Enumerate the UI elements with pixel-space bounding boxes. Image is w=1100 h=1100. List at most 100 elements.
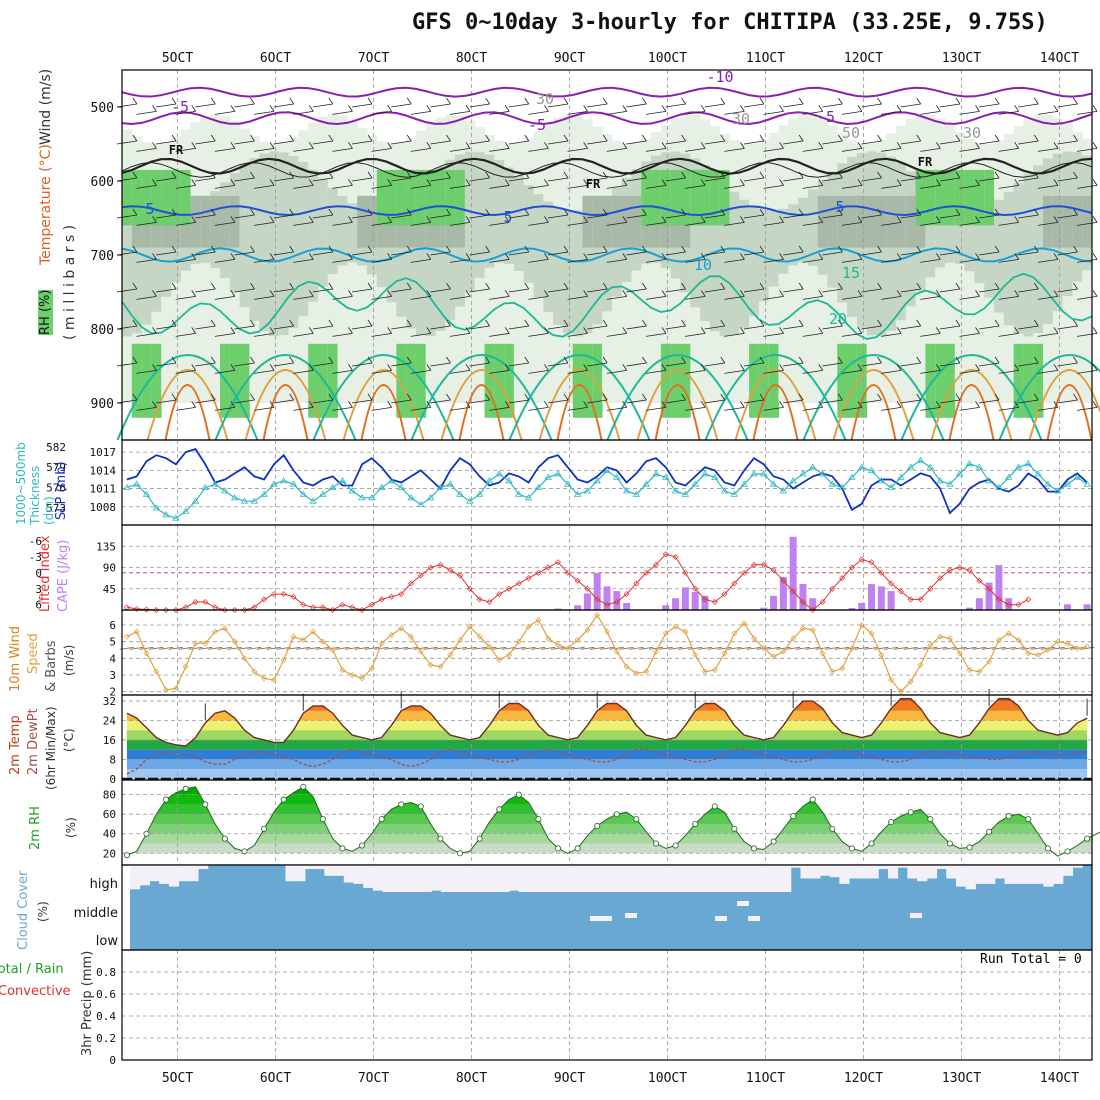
p8-total-label: Total / Rain xyxy=(0,962,64,977)
wind-barb-tick xyxy=(838,245,843,253)
wind-barb-tick xyxy=(171,134,177,142)
cloud-mid-gap xyxy=(748,916,760,921)
rh-band-mid xyxy=(543,201,554,313)
thickness-point xyxy=(358,494,366,501)
wind-barb xyxy=(920,185,941,189)
li-point xyxy=(829,585,836,592)
cape-bar xyxy=(799,584,807,610)
wind10-barb xyxy=(952,646,967,650)
wind10-point xyxy=(408,633,415,640)
wind10-point xyxy=(133,628,140,635)
thickness-point xyxy=(172,514,180,521)
wind-barb xyxy=(724,407,745,411)
p2-slp-label: SLP (mb) xyxy=(54,461,69,520)
wind-barb xyxy=(861,362,882,367)
wind-barb-tick xyxy=(210,134,216,142)
wind-barb-tick xyxy=(642,97,647,105)
wind-barb-tick xyxy=(1053,179,1059,186)
surface-temp-contour xyxy=(458,384,505,441)
wind-barb xyxy=(645,370,667,374)
wind-barb xyxy=(626,214,647,219)
wind-barb xyxy=(312,251,333,256)
wind-barb xyxy=(351,399,373,404)
wind-barb-tick xyxy=(994,97,1000,105)
wind-barb-tick xyxy=(955,208,961,216)
wind-barb-tick xyxy=(308,327,314,334)
wind-barb-tick xyxy=(759,245,765,253)
thickness-point xyxy=(593,477,601,484)
wind-barb-tick xyxy=(544,142,549,149)
cloud-high-gap xyxy=(596,865,607,892)
wind-barb xyxy=(214,296,235,300)
wind-barb-tick xyxy=(289,208,294,216)
cloud-high-gap xyxy=(761,865,772,892)
wind-barb xyxy=(606,111,627,115)
wind-barb xyxy=(939,288,960,293)
wind-barb-tick xyxy=(779,105,784,112)
wind-barb-tick xyxy=(602,393,608,401)
wind-barb xyxy=(116,362,137,367)
wind-barb xyxy=(900,177,921,182)
rh-band-green xyxy=(131,169,143,226)
wind-barb-tick xyxy=(818,142,824,149)
cloud-high-gap xyxy=(635,865,646,892)
wind-barb-tick xyxy=(504,364,510,371)
contour-label: 30 xyxy=(732,110,750,128)
li-point xyxy=(917,596,924,603)
cloud-high-gap xyxy=(683,865,695,892)
wind10-point xyxy=(251,668,258,675)
li-point xyxy=(153,607,160,613)
wind-barb xyxy=(547,103,569,108)
rh-point xyxy=(123,852,130,859)
wind-barb xyxy=(116,325,137,330)
wind-barb xyxy=(939,362,960,367)
wind-barb xyxy=(920,407,941,411)
li-point xyxy=(398,591,405,598)
li-point xyxy=(545,564,552,571)
li-point xyxy=(496,591,503,598)
contour-label: 30 xyxy=(963,124,981,142)
wind10-barb xyxy=(599,646,615,650)
cloud-high-gap xyxy=(926,865,938,879)
wind-barb-tick xyxy=(720,356,726,364)
wind-barb-tick xyxy=(210,208,216,216)
wind-barb xyxy=(1037,222,1058,226)
rh-band-dark xyxy=(856,195,868,248)
rh-band-mid xyxy=(415,184,427,336)
wind-barb xyxy=(685,370,706,374)
li-point xyxy=(907,596,914,603)
wind-barb xyxy=(841,370,863,374)
p7-cloud-label: Cloud Cover xyxy=(16,870,31,950)
wind-barb xyxy=(743,251,765,256)
wind-barb xyxy=(998,148,1019,152)
thickness-point xyxy=(975,463,984,470)
wind-barb-tick xyxy=(622,179,628,186)
wind-barb-tick xyxy=(916,393,922,401)
rh-band-green xyxy=(180,169,192,226)
wind-barb xyxy=(410,259,431,263)
wind-barb-tick xyxy=(504,401,510,408)
wind10-tick-label: 5 xyxy=(109,636,116,649)
chart-title: GFS 0~10day 3-hourly for CHITIPA (33.25E… xyxy=(412,10,1048,35)
wind-barb xyxy=(567,148,588,152)
wind-barb xyxy=(508,325,529,330)
wind-barb xyxy=(567,259,588,263)
rh-tick-label: 40 xyxy=(103,828,116,841)
surface-temp-contour xyxy=(802,354,945,441)
wind-barb-tick xyxy=(210,393,216,401)
wind-barb-tick xyxy=(838,134,843,142)
wind10-point xyxy=(290,633,297,640)
rh-point xyxy=(770,838,777,845)
wind-barb-tick xyxy=(720,393,726,401)
wind-barb-tick xyxy=(504,290,510,297)
wind-barb xyxy=(1018,177,1039,182)
wind-barb-tick xyxy=(700,253,706,260)
wind-barb xyxy=(195,288,216,293)
p6-unit-label: (%) xyxy=(64,817,78,838)
wind-barb xyxy=(528,259,549,263)
wind-barb xyxy=(704,362,725,367)
wind-barb-tick xyxy=(171,393,177,401)
contour-label: -5 xyxy=(817,108,835,126)
cloud-high-gap xyxy=(314,865,325,870)
